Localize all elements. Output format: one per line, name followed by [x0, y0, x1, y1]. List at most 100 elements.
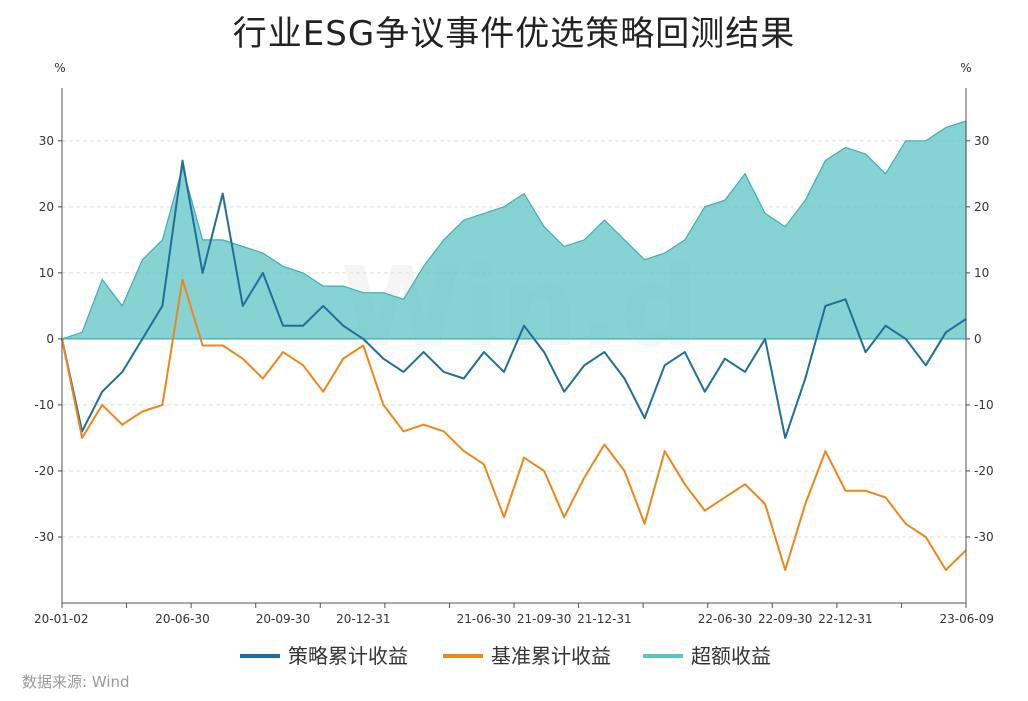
y-tick-label-right: -30 [974, 530, 994, 544]
x-tick-label: 23-06-09 [940, 612, 994, 626]
benchmark-point [503, 516, 505, 518]
strategy-point [884, 324, 887, 327]
strategy-point [362, 338, 365, 340]
series-area-excess-return [61, 120, 967, 340]
benchmark-point [784, 569, 786, 571]
y-tick-label-right: 30 [974, 134, 989, 148]
benchmark-point [603, 443, 606, 446]
benchmark-point [744, 483, 746, 486]
benchmark-point [804, 503, 807, 505]
strategy-point [904, 338, 907, 340]
benchmark-point [101, 404, 103, 406]
x-tick-label: 21-06-30 [457, 612, 511, 626]
strategy-point [161, 305, 164, 307]
strategy-point [824, 305, 827, 307]
series-line-strategy [61, 159, 967, 439]
benchmark-point [543, 470, 545, 472]
benchmark-point [704, 509, 706, 512]
benchmark-point [362, 344, 365, 347]
legend-label: 基准累计收益 [491, 644, 611, 668]
strategy-point [201, 272, 204, 274]
strategy-point [844, 298, 847, 301]
benchmark-point [342, 357, 345, 360]
strategy-point [784, 437, 786, 439]
strategy-point [402, 371, 405, 373]
y-unit-left: % [54, 61, 65, 75]
strategy-point [744, 371, 746, 373]
strategy-point [603, 351, 606, 353]
strategy-point [121, 371, 124, 373]
strategy-point [724, 357, 726, 360]
benchmark-point [483, 463, 485, 466]
y-tick-label-right: 10 [974, 266, 989, 280]
strategy-point [181, 159, 184, 162]
strategy-point [101, 390, 103, 393]
strategy-point [684, 351, 686, 353]
title-text: 行业ESG争议事件优选策略回测结果 [232, 14, 796, 54]
strategy-point [242, 305, 244, 307]
series-layer [61, 120, 967, 571]
strategy-point [262, 272, 264, 274]
benchmark-point [824, 450, 827, 452]
chart-title: 行业ESG争议事件优选策略回测结果 [0, 6, 1028, 55]
strategy-point [704, 390, 706, 393]
strategy-point [623, 377, 626, 380]
axes: -30 -30 -20 -20 -10 -10 0 0 10 10 20 20 30 30% % 20-01-… [34, 61, 994, 626]
benchmark-point [904, 523, 907, 525]
x-tick-label: 22-06-30 [698, 612, 752, 626]
strategy-point [442, 371, 445, 373]
x-tick-label: 20-12-31 [336, 612, 390, 626]
strategy-point [302, 324, 304, 327]
benchmark-point [844, 490, 847, 492]
strategy-point [503, 371, 505, 373]
benchmark-point [181, 278, 184, 281]
strategy-point [282, 324, 284, 327]
benchmark-point [402, 430, 405, 433]
y-tick-label-left: 0 [46, 332, 54, 346]
strategy-point [463, 377, 465, 380]
y-tick-label-left: 10 [39, 266, 54, 280]
y-tick-label-left: -10 [34, 398, 54, 412]
benchmark-point [322, 390, 325, 393]
benchmark-point [242, 357, 244, 360]
legend-label: 超额收益 [691, 644, 771, 668]
legend: 策略累计收益 基准累计收益 超额收益 [240, 644, 771, 668]
strategy-point [141, 338, 144, 340]
strategy-point [563, 390, 565, 393]
benchmark-point [221, 344, 224, 347]
strategy-point [583, 364, 586, 367]
benchmark-point [382, 404, 385, 406]
benchmark-point [141, 410, 144, 413]
strategy-point [864, 351, 867, 353]
x-tick-label: 22-09-30 [758, 612, 812, 626]
x-tick-label: 20-06-30 [155, 612, 209, 626]
benchmark-point [121, 423, 124, 426]
y-tick-label-left: 20 [39, 200, 54, 214]
benchmark-point [201, 344, 204, 347]
benchmark-point [764, 503, 766, 505]
strategy-point [221, 192, 224, 195]
benchmark-point [864, 490, 867, 492]
strategy-point [422, 351, 425, 353]
benchmark-point [884, 496, 887, 499]
x-tick-label: 20-09-30 [256, 612, 310, 626]
benchmark-point [81, 437, 83, 439]
strategy-point [663, 364, 666, 367]
benchmark-point [302, 364, 304, 367]
benchmark-point [724, 496, 726, 499]
strategy-point [764, 338, 766, 340]
x-tick-label: 21-12-31 [577, 612, 631, 626]
y-tick-label-left: 30 [39, 134, 54, 148]
y-tick-label-right: -10 [974, 398, 994, 412]
strategy-point [342, 324, 345, 327]
benchmark-point [262, 377, 264, 380]
benchmark-point [583, 476, 586, 479]
benchmark-point [463, 450, 465, 452]
strategy-point [523, 324, 525, 327]
benchmark-point [925, 536, 927, 538]
series-line-benchmark [61, 278, 967, 571]
benchmark-point [523, 456, 525, 459]
strategy-point [322, 305, 325, 307]
y-tick-label-right: -20 [974, 464, 994, 478]
data-source-note: 数据来源: Wind [22, 673, 130, 691]
